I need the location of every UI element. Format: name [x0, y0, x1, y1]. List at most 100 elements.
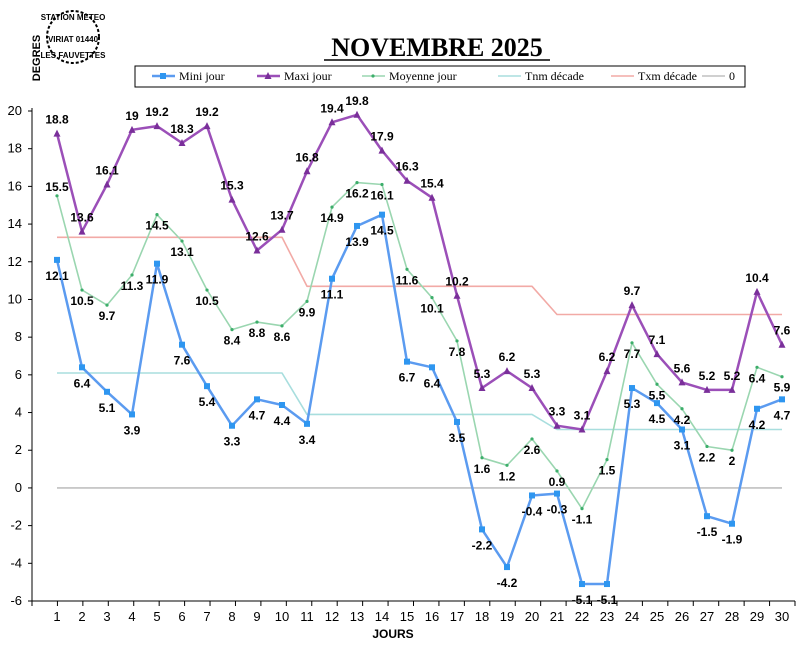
- y-tick-label: 12: [8, 254, 22, 269]
- marker-mini: [429, 364, 435, 371]
- data-label-maxi: 10.2: [445, 275, 469, 289]
- x-tick-label: 15: [400, 609, 414, 624]
- data-label-moyenne: 15.5: [45, 180, 69, 194]
- data-label-maxi: 16.3: [395, 160, 419, 174]
- data-label-moyenne: 14.5: [145, 219, 169, 233]
- marker-maxi: [353, 110, 361, 118]
- x-tick-label: 27: [700, 609, 714, 624]
- data-label-mini: 4.5: [649, 412, 666, 426]
- data-label-maxi: 12.6: [245, 229, 269, 243]
- data-label-maxi: 10.4: [745, 271, 769, 285]
- x-tick-label: 29: [750, 609, 764, 624]
- marker-mini: [779, 396, 785, 403]
- series-lines: [53, 110, 786, 588]
- marker-mini: [279, 402, 285, 408]
- data-label-maxi: 19.4: [320, 101, 344, 115]
- marker-moyenne: [430, 295, 434, 300]
- data-label-moyenne: 2: [729, 454, 736, 468]
- data-label-mini: 11.9: [146, 273, 169, 287]
- legend-marker-maxi: [264, 72, 272, 79]
- y-axis-label: DEGRES: [31, 35, 43, 81]
- marker-maxi: [753, 287, 761, 295]
- marker-moyenne: [80, 288, 84, 292]
- x-tick-label: 24: [625, 609, 639, 624]
- data-label-maxi: 19.2: [145, 105, 169, 119]
- data-label-maxi: 17.9: [370, 130, 394, 144]
- data-label-moyenne: 8.6: [274, 330, 291, 344]
- x-tick-label: 10: [275, 609, 289, 624]
- marker-moyenne: [780, 375, 784, 379]
- data-label-maxi: 15.3: [220, 179, 244, 193]
- legend-marker-moyenne: [371, 74, 375, 78]
- data-label-maxi: 5.2: [724, 369, 741, 383]
- marker-mini: [629, 385, 635, 392]
- x-tick-label: 6: [178, 609, 185, 624]
- data-label-moyenne: 13.1: [170, 245, 194, 259]
- marker-maxi: [403, 176, 411, 184]
- x-tick-label: 3: [103, 609, 110, 624]
- marker-mini: [479, 526, 485, 533]
- series-line-3: [57, 372, 782, 431]
- marker-maxi: [478, 384, 486, 392]
- data-label-mini: 3.5: [449, 431, 466, 445]
- marker-maxi: [303, 167, 311, 175]
- marker-maxi: [128, 125, 136, 133]
- stamp-line2: VIRIAT 01440: [48, 35, 99, 44]
- x-axis-label: JOURS: [372, 627, 413, 641]
- x-tick-label: 2: [78, 609, 85, 624]
- marker-maxi: [228, 195, 236, 203]
- marker-mini: [154, 260, 160, 267]
- marker-maxi: [253, 246, 261, 254]
- data-label-moyenne: 1.5: [599, 464, 616, 478]
- marker-moyenne: [755, 365, 759, 369]
- data-label-maxi: 5.6: [674, 361, 691, 375]
- y-tick-label: -2: [10, 518, 22, 533]
- marker-mini: [304, 420, 310, 427]
- y-tick-label: 18: [8, 141, 22, 156]
- data-label-mini: -5.1: [597, 593, 618, 607]
- x-tick-label: 16: [425, 609, 439, 624]
- data-label-moyenne: 16.1: [370, 189, 394, 203]
- marker-moyenne: [205, 288, 209, 292]
- marker-moyenne: [130, 273, 134, 277]
- marker-mini: [654, 400, 660, 407]
- y-tick-label: 0: [15, 480, 22, 495]
- marker-mini: [529, 492, 535, 499]
- x-tick-label: 18: [475, 609, 489, 624]
- data-label-moyenne: 1.6: [474, 462, 491, 476]
- stamp-line1: STATION METEO: [41, 13, 106, 22]
- marker-maxi: [78, 227, 86, 235]
- marker-mini: [204, 383, 210, 390]
- marker-moyenne: [705, 444, 709, 449]
- chart-title: NOVEMBRE 2025: [331, 33, 543, 62]
- marker-moyenne: [530, 437, 534, 441]
- data-label-maxi: 3.1: [574, 409, 591, 423]
- data-label-mini: -0.3: [547, 503, 568, 517]
- data-label-moyenne: 1.2: [499, 469, 516, 483]
- data-label-mini: 13.9: [345, 235, 369, 249]
- marker-maxi: [503, 367, 511, 375]
- marker-mini: [604, 581, 610, 588]
- data-label-moyenne: -1.1: [572, 513, 593, 527]
- legend-label-4: Txm décade: [638, 69, 697, 83]
- series-line-2: [56, 181, 783, 510]
- data-label-moyenne: 4.2: [674, 413, 691, 427]
- data-label-moyenne: 2.2: [699, 450, 716, 464]
- marker-moyenne: [655, 382, 659, 386]
- marker-moyenne: [180, 239, 184, 243]
- data-label-mini: 12.1: [45, 269, 69, 283]
- legend-label-1: Maxi jour: [284, 69, 332, 83]
- data-label-maxi: 6.2: [499, 350, 516, 364]
- data-label-moyenne: 10.5: [70, 294, 94, 308]
- marker-mini: [354, 222, 360, 229]
- y-tick-label: 16: [8, 178, 22, 193]
- marker-maxi: [328, 118, 336, 126]
- marker-moyenne: [55, 194, 59, 198]
- stamp-line3: LES FAUVETTES: [41, 51, 107, 60]
- marker-moyenne: [605, 458, 609, 462]
- x-tick-label: 26: [675, 609, 689, 624]
- x-tick-label: 14: [375, 609, 389, 624]
- marker-maxi: [278, 225, 286, 233]
- x-tick-label: 25: [650, 609, 664, 624]
